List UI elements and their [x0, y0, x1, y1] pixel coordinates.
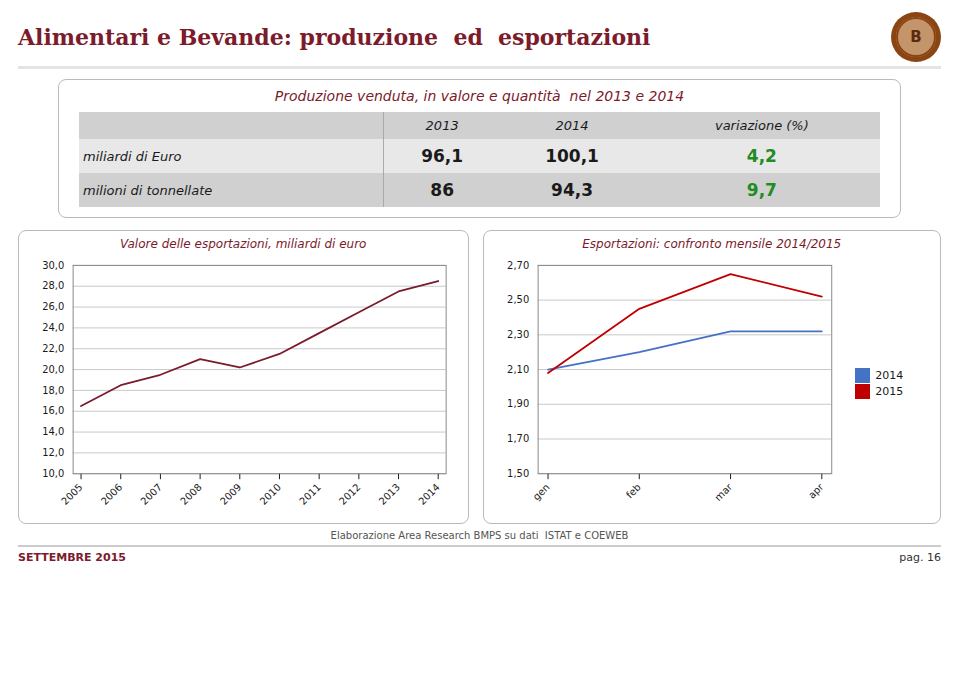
svg-text:1,70: 1,70 [507, 433, 529, 444]
html-text:miliardi di Euro: miliardi di Euro [83, 148, 182, 164]
html-text:variazione (%): variazione (%) [714, 118, 809, 133]
html-text:2014: 2014 [555, 118, 589, 133]
svg-text:12,0: 12,0 [42, 447, 64, 458]
html-text:9,7: 9,7 [746, 180, 777, 200]
svg-text:apr: apr [806, 481, 826, 501]
html-text:Alimentari e Bevande: produzio: Alimentari e Bevande: produzione ed espo… [18, 24, 651, 50]
svg-text:28,0: 28,0 [42, 280, 64, 291]
svg-text:2012: 2012 [337, 481, 363, 507]
html-text:Produzione venduta, in valore: Produzione venduta, in valore e quantità… [274, 88, 685, 104]
svg-text:mar: mar [712, 481, 734, 503]
svg-text:2007: 2007 [138, 481, 164, 507]
svg-text:2,70: 2,70 [507, 260, 529, 271]
svg-text:2,30: 2,30 [507, 329, 529, 340]
svg-text:24,0: 24,0 [42, 322, 64, 333]
html-text:2014: 2014 [875, 369, 904, 383]
svg-text:14,0: 14,0 [42, 426, 64, 437]
html-text:Elaborazione Area Research BMP: Elaborazione Area Research BMPS su dati … [330, 529, 629, 541]
svg-text:2005: 2005 [59, 481, 85, 507]
html-text:86: 86 [430, 180, 454, 200]
html-text:B: B [910, 28, 922, 46]
svg-text:gen: gen [530, 481, 551, 502]
svg-text:2,10: 2,10 [507, 364, 529, 375]
svg-text:10,0: 10,0 [42, 468, 64, 479]
html-text:milioni di tonnellate: milioni di tonnellate [83, 182, 213, 198]
svg-text:20,0: 20,0 [42, 364, 64, 375]
svg-text:26,0: 26,0 [42, 301, 64, 312]
svg-text:2013: 2013 [377, 481, 403, 507]
svg-text:2011: 2011 [297, 481, 323, 507]
html-text:4,2: 4,2 [746, 146, 777, 166]
html-text:2013: 2013 [425, 118, 459, 133]
svg-text:2010: 2010 [258, 481, 284, 507]
html-text:100,1: 100,1 [545, 146, 599, 166]
svg-text:2006: 2006 [99, 481, 125, 507]
svg-text:1,50: 1,50 [507, 468, 529, 479]
svg-text:18,0: 18,0 [42, 385, 64, 396]
html-text:SETTEMBRE 2015: SETTEMBRE 2015 [18, 550, 126, 564]
html-text:Esportazioni: confronto mensil: Esportazioni: confronto mensile 2014/201… [582, 237, 842, 251]
svg-text:2014: 2014 [416, 481, 442, 507]
svg-text:16,0: 16,0 [42, 405, 64, 416]
svg-text:30,0: 30,0 [42, 260, 64, 271]
svg-text:22,0: 22,0 [42, 343, 64, 354]
svg-text:2,50: 2,50 [507, 294, 529, 305]
html-text:Valore delle esportazioni, mil: Valore delle esportazioni, miliardi di e… [120, 237, 367, 251]
html-text:94,3: 94,3 [551, 180, 593, 200]
html-text:96,1: 96,1 [421, 146, 464, 166]
html-text:pag. 16: pag. 16 [899, 550, 941, 564]
svg-text:2009: 2009 [218, 481, 244, 507]
svg-text:1,90: 1,90 [507, 398, 529, 409]
svg-text:feb: feb [623, 481, 642, 500]
html-text:2015: 2015 [875, 385, 904, 399]
svg-text:2008: 2008 [178, 481, 204, 507]
